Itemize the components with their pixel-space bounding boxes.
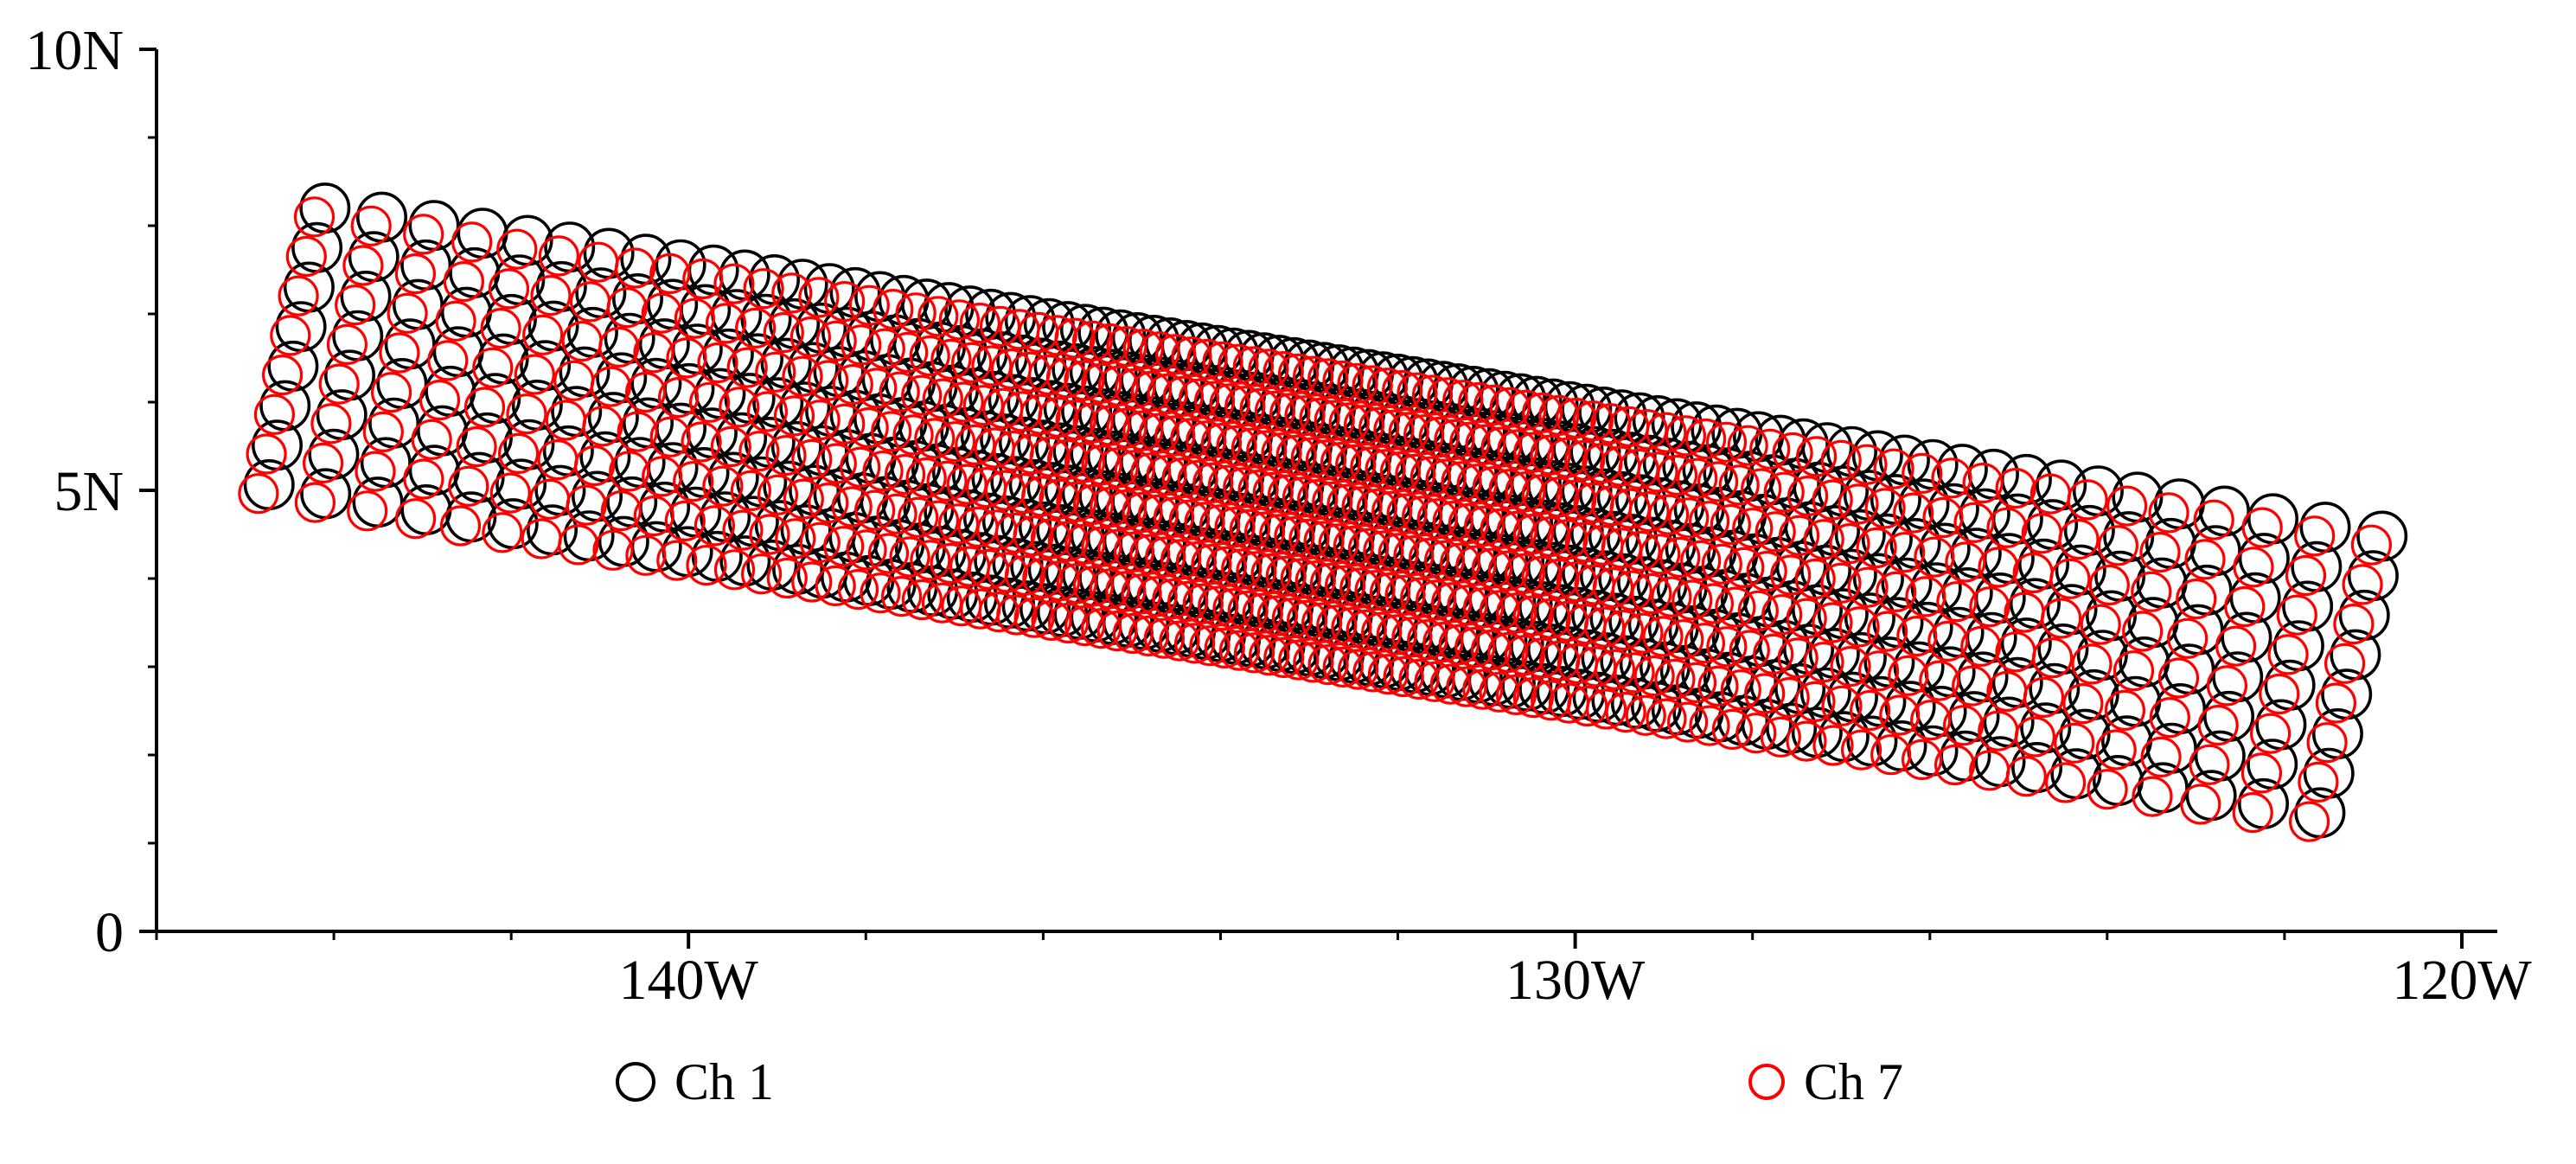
axes [155,49,2497,933]
legend-label-ch7: Ch 7 [1804,1053,1904,1110]
x-tick-label: 120W [2392,949,2532,1012]
legend-item-ch7: Ch 7 [1748,1053,1903,1110]
y-tick-label: 0 [95,901,124,964]
x-tick-label: 130W [1505,949,1646,1012]
x-axis-ticks: 140W 130W 120W [155,931,2532,1012]
legend-label-ch1: Ch 1 [674,1053,775,1110]
legend-item-ch1: Ch 1 [616,1053,774,1110]
ch1-circle-icon [616,1062,655,1102]
y-axis-ticks: 0 5N 10N [25,19,157,964]
ch7-circle-icon [1748,1064,1785,1100]
y-tick-label: 10N [25,19,124,82]
y-tick-label: 5N [54,460,124,523]
x-tick-label: 140W [619,949,759,1012]
series-ch-7-points [238,196,2392,842]
